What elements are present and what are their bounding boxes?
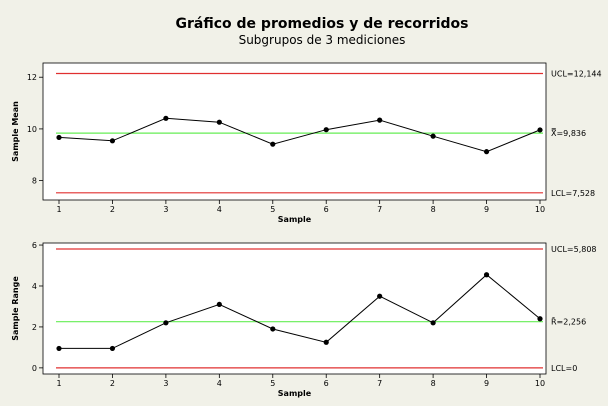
range-x-tick-label: 1 bbox=[56, 379, 61, 388]
range-data-point bbox=[56, 345, 62, 352]
range-y-tick-label: 6 bbox=[32, 241, 37, 250]
range-data-point bbox=[377, 293, 383, 299]
range-x-tick-label: 5 bbox=[270, 379, 275, 388]
range-data-point bbox=[216, 301, 222, 308]
xbar-x-tick-label: 7 bbox=[377, 205, 382, 214]
range-y-tick-label: 2 bbox=[32, 323, 37, 332]
range-x-tick-label: 2 bbox=[110, 379, 115, 388]
range-x-tick-label: 10 bbox=[535, 379, 545, 388]
range-x-tick-label: 3 bbox=[163, 379, 168, 388]
range-x-tick-label: 6 bbox=[324, 379, 329, 388]
range-x-axis-label: Sample bbox=[278, 389, 312, 398]
chart-title: Gráfico de promedios y de recorridos bbox=[176, 16, 469, 32]
xbar-data-point bbox=[323, 127, 329, 133]
xbar-plot-area bbox=[42, 62, 547, 201]
range-chart-panel: 0 2 4 6 1 2 3 4 5 6 7 8 9 10 Sample Sample Range UCL=5,8… bbox=[11, 241, 597, 398]
range-ucl-label: UCL=5,808 bbox=[551, 245, 597, 254]
xbar-x-tick-label: 9 bbox=[484, 205, 489, 214]
xbar-center-label: X̿=9,836 bbox=[551, 128, 586, 138]
range-x-tick-label: 9 bbox=[484, 379, 489, 388]
xbar-ucl-label: UCL=12,144 bbox=[551, 69, 602, 78]
range-data-point bbox=[163, 320, 169, 326]
xbar-data-point bbox=[430, 133, 436, 139]
range-y-axis-label: Sample Range bbox=[11, 276, 20, 341]
range-y-tick-label: 4 bbox=[32, 282, 37, 291]
range-lcl-label: LCL=0 bbox=[551, 364, 577, 373]
xbar-x-tick-label: 10 bbox=[535, 205, 545, 214]
xbar-y-axis-label: Sample Mean bbox=[11, 101, 20, 162]
range-data-point bbox=[323, 339, 329, 345]
xbar-data-point bbox=[216, 119, 222, 125]
xbar-x-tick-label: 6 bbox=[324, 205, 329, 214]
xbar-x-tick-label: 1 bbox=[56, 205, 61, 214]
range-data-point bbox=[270, 326, 276, 332]
xbar-x-tick-label: 2 bbox=[110, 205, 115, 214]
range-center-label: R̄=2,256 bbox=[551, 316, 586, 326]
range-x-tick-label: 4 bbox=[217, 379, 222, 388]
range-data-point bbox=[430, 320, 436, 326]
xbar-y-tick-label: 12 bbox=[27, 73, 37, 82]
xbar-x-tick-label: 8 bbox=[431, 205, 436, 214]
chart-subtitle: Subgrupos de 3 mediciones bbox=[239, 33, 406, 47]
xbar-x-tick-label: 4 bbox=[217, 205, 222, 214]
xbar-data-point bbox=[109, 138, 116, 144]
xbar-x-tick-label: 3 bbox=[163, 205, 168, 214]
xbar-data-point bbox=[163, 115, 169, 121]
range-data-point bbox=[109, 345, 116, 352]
range-x-tick-label: 8 bbox=[431, 379, 436, 388]
xbar-data-point bbox=[537, 127, 543, 133]
xbar-data-point bbox=[377, 117, 383, 123]
range-y-tick-label: 0 bbox=[32, 364, 37, 373]
xbar-y-tick-label: 8 bbox=[32, 177, 37, 186]
xbar-series-line bbox=[58, 117, 541, 153]
xbar-data-point bbox=[270, 141, 276, 147]
range-x-tick-label: 7 bbox=[377, 379, 382, 388]
xbar-x-axis-label: Sample bbox=[278, 215, 312, 224]
range-data-point bbox=[537, 316, 543, 322]
xbar-data-point bbox=[56, 134, 62, 141]
range-data-point bbox=[483, 272, 490, 278]
xbar-lcl-label: LCL=7,528 bbox=[551, 189, 595, 198]
xbar-y-tick-label: 10 bbox=[27, 125, 37, 134]
xbar-data-point bbox=[483, 149, 490, 155]
xbar-x-tick-label: 5 bbox=[270, 205, 275, 214]
range-series-line bbox=[59, 274, 541, 349]
range-plot-area bbox=[42, 242, 547, 375]
